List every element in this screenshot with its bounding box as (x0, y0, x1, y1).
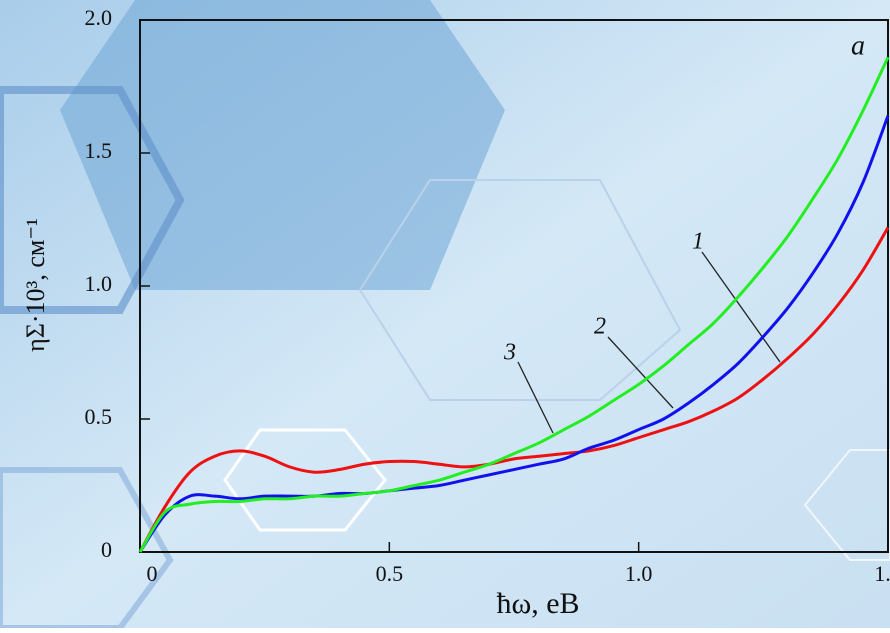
line-series (138, 115, 890, 553)
curve-label: 1 (692, 229, 704, 255)
line-series (138, 56, 890, 553)
curve-label: 2 (594, 314, 606, 340)
curve-labels (517, 251, 781, 434)
y-tick-label: 1.0 (85, 271, 113, 296)
y-axis-label: ηΣ·10³, см⁻¹ (21, 218, 50, 352)
y-tick-label: 2.0 (85, 5, 113, 30)
x-tick-label: 0.5 (376, 561, 404, 586)
panel-label: a (851, 30, 865, 61)
x-tick-label: 0 (147, 561, 158, 586)
x-tick-label: 1.5 (874, 561, 890, 586)
y-tick-label: 0 (101, 537, 112, 562)
x-axis-label: ħω, eB (496, 587, 579, 620)
curve-label: 3 (503, 340, 516, 366)
x-tick-label: 1.0 (625, 561, 653, 586)
y-tick-label: 1.5 (85, 138, 113, 163)
line-series (138, 226, 890, 553)
y-tick-label: 0.5 (85, 404, 113, 429)
